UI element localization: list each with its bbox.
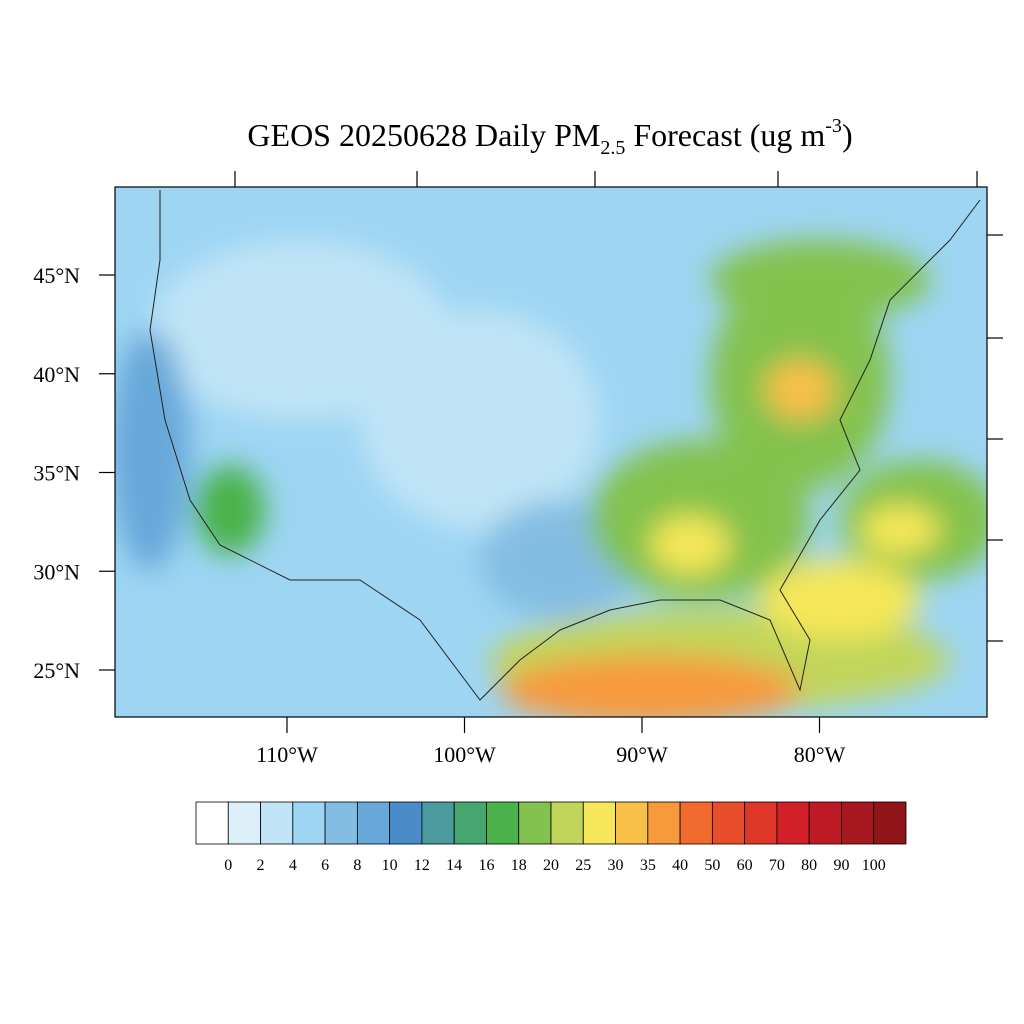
colorbar-box [453, 801, 487, 845]
colorbar-label: 70 [769, 857, 785, 874]
colorbar-box [841, 801, 875, 845]
colorbar-label: 16 [478, 857, 494, 874]
colorbar-box [518, 801, 552, 845]
projection-ticks [234, 171, 1003, 642]
colorbar-label: 6 [321, 857, 329, 874]
colorbar-box [679, 801, 713, 845]
colorbar-box [227, 801, 261, 845]
colorbar-label: 60 [737, 857, 753, 874]
colorbar-box [873, 801, 907, 845]
colorbar-box [195, 801, 229, 845]
colorbar-label: 90 [833, 857, 849, 874]
colorbar-label: 4 [289, 857, 297, 874]
colorbar-box [647, 801, 681, 845]
colorbar-label: 0 [224, 857, 232, 874]
colorbar-box [356, 801, 391, 845]
lon-label: 90°W [616, 742, 668, 767]
colorbar-box [260, 801, 294, 845]
colorbar-box [711, 801, 746, 845]
colorbar-box [615, 801, 649, 845]
colorbar-box [776, 801, 810, 845]
colorbar-box [486, 801, 520, 845]
lon-label: 100°W [433, 742, 496, 767]
map-frame [114, 186, 988, 718]
pm25-field [115, 187, 987, 717]
lat-label: 25°N [33, 658, 80, 683]
colorbar-label: 14 [446, 857, 462, 874]
colorbar-box [550, 801, 584, 845]
lat-label: 40°N [33, 362, 80, 387]
colorbar-box [292, 801, 326, 845]
colorbar-label: 35 [640, 857, 656, 874]
lon-label: 80°W [794, 742, 846, 767]
colorbar-label: 8 [353, 857, 361, 874]
colorbar-label: 18 [511, 857, 527, 874]
colorbar-box [744, 801, 778, 845]
colorbar-box [808, 801, 842, 845]
colorbar-label: 25 [575, 857, 591, 874]
colorbar-box [582, 801, 616, 845]
colorbar-label: 20 [543, 857, 559, 874]
title: GEOS 20250628 Daily PM2.5 Forecast (ug m… [247, 115, 852, 159]
colorbar-label: 40 [672, 857, 688, 874]
colorbar-box [421, 801, 455, 845]
colorbar-label: 100 [862, 857, 886, 874]
colorbar-label: 80 [801, 857, 817, 874]
lat-label: 30°N [33, 559, 80, 584]
colorbar-label: 10 [382, 857, 398, 874]
colorbar-label: 50 [704, 857, 720, 874]
colorbar-label: 2 [257, 857, 265, 874]
lat-label: 45°N [33, 263, 80, 288]
colorbar-label: 12 [414, 857, 430, 874]
lon-label: 110°W [256, 742, 318, 767]
colorbar-label: 30 [608, 857, 624, 874]
colorbar-box [389, 801, 423, 845]
lat-label: 35°N [33, 461, 80, 486]
colorbar-box [324, 801, 358, 845]
